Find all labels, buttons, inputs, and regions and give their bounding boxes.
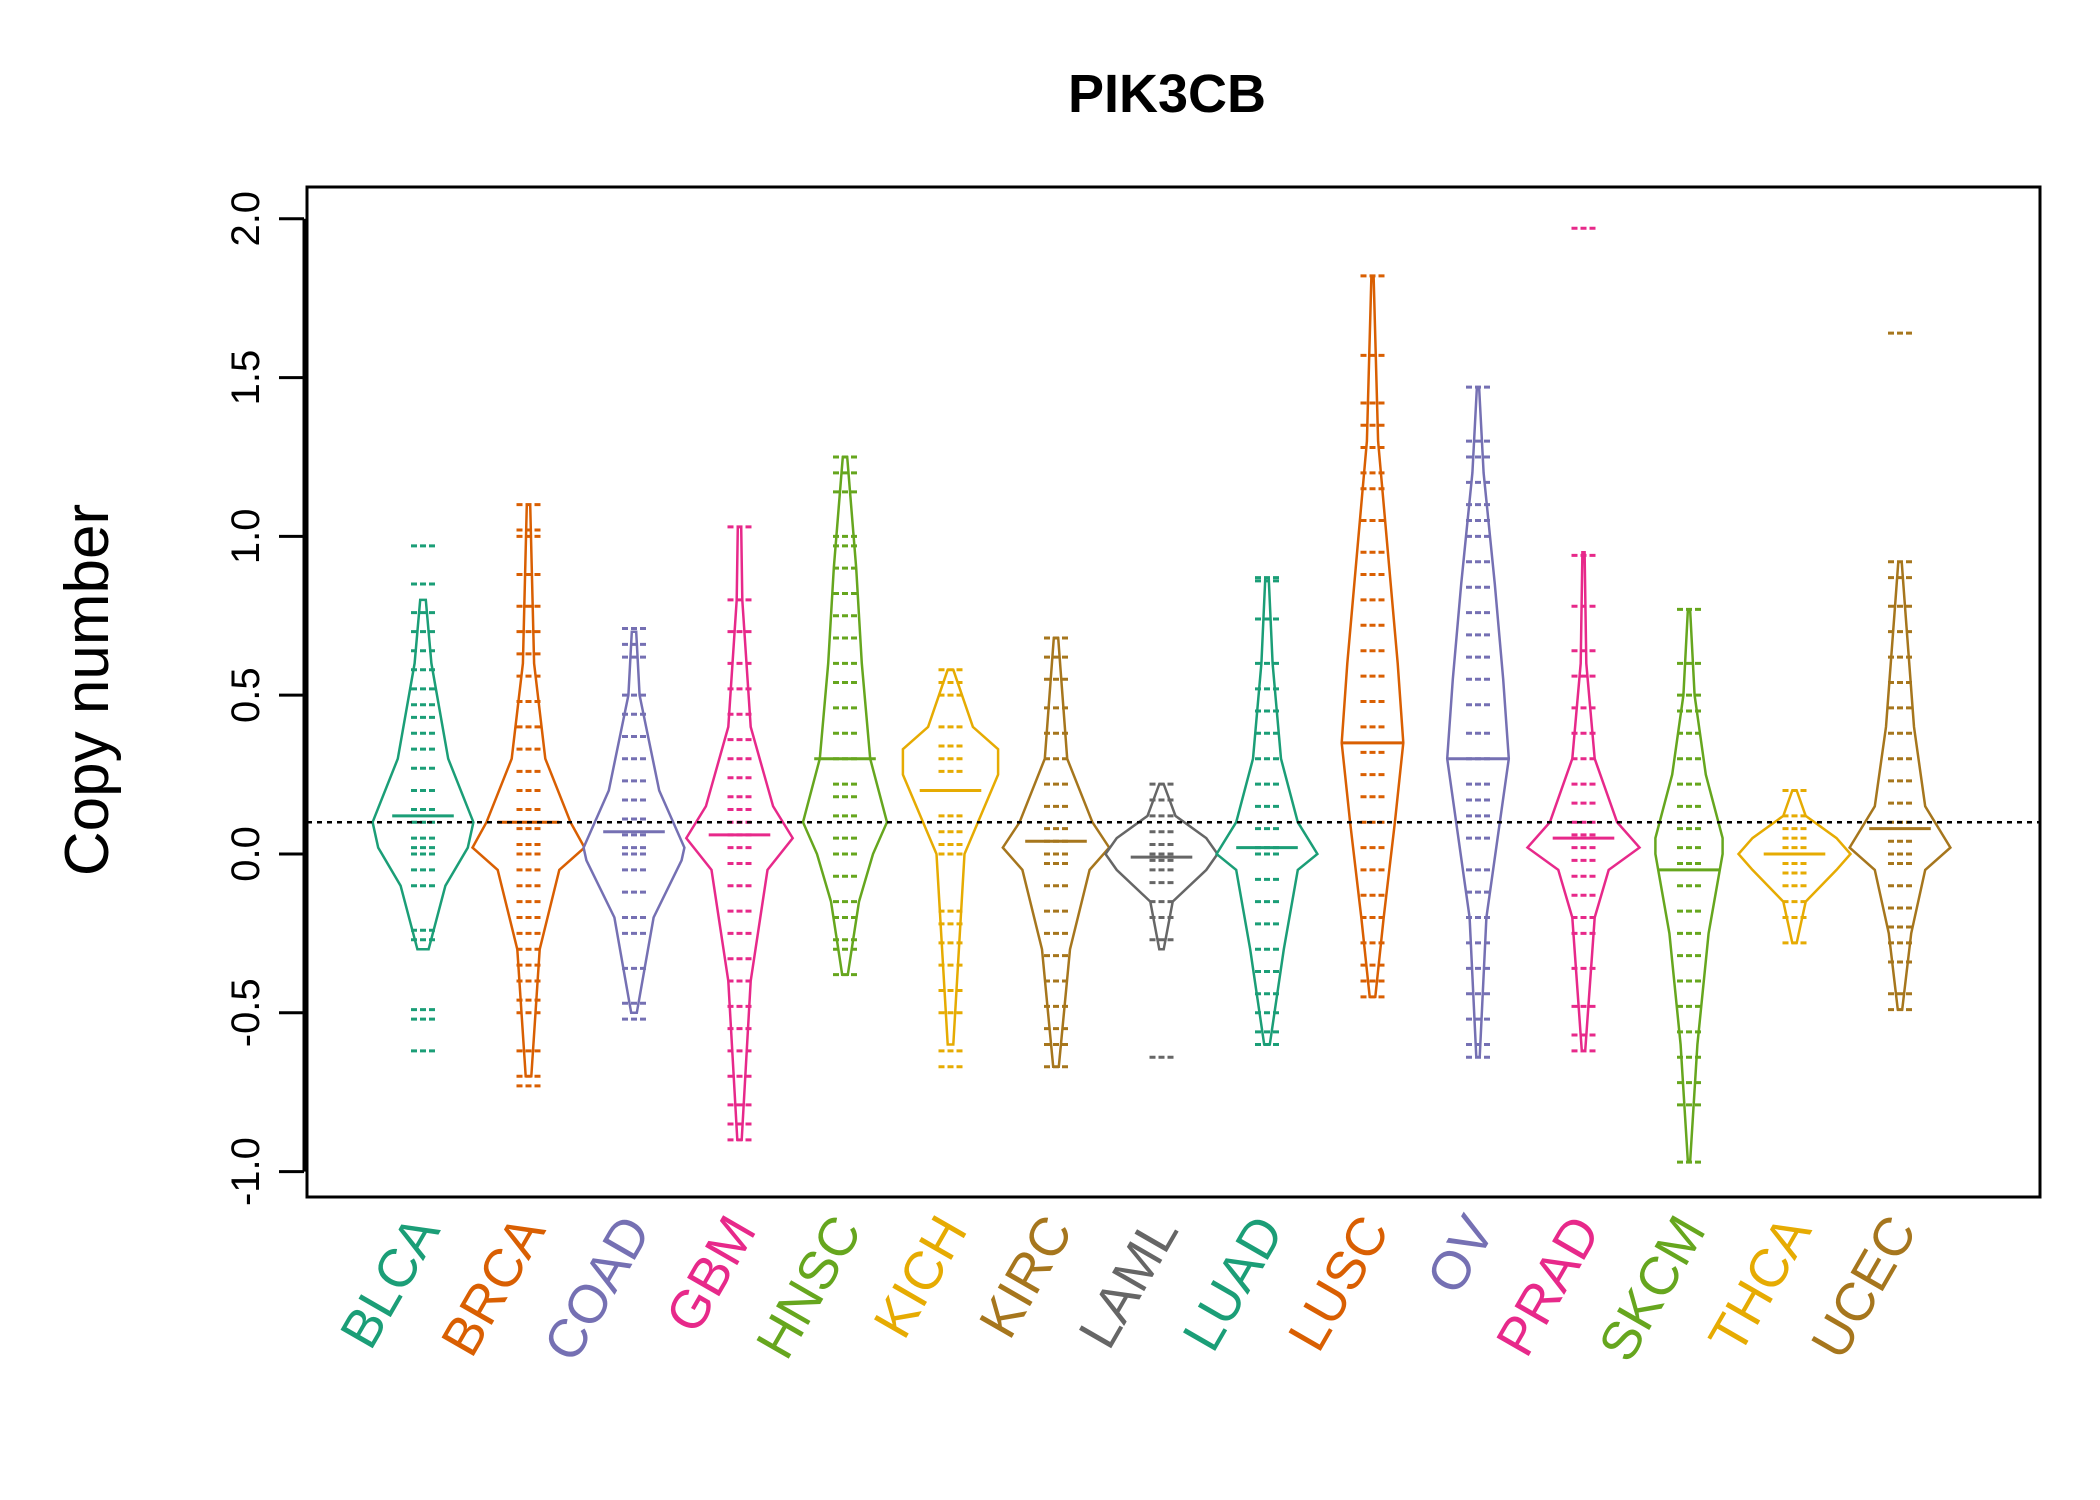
bean-skcm: SKCM (1587, 607, 1724, 1371)
bean-density (582, 630, 686, 1015)
bean-density (371, 598, 475, 951)
bean-density (1525, 551, 1642, 1053)
y-axis-label: Copy number (53, 504, 122, 876)
plot-frame (305, 185, 2042, 1199)
bean-coad: COAD (532, 626, 686, 1371)
x-tick-label: HNSC (745, 1206, 873, 1369)
chart-title: PIK3CB (1068, 64, 1266, 124)
bean-blca: BLCA (329, 544, 475, 1358)
y-tick-label: 0.5 (224, 667, 268, 723)
bean-density (684, 525, 795, 1142)
bean-density (1736, 789, 1853, 945)
bean-kich: KICH (862, 668, 1000, 1348)
y-tick-label: 0.0 (224, 826, 268, 882)
x-tick-label: GBM (654, 1206, 767, 1343)
bean-ov: OV (1415, 385, 1511, 1304)
bean-gbm: GBM (654, 525, 795, 1343)
bean-brca: BRCA (430, 503, 587, 1366)
bean-density (1214, 576, 1320, 1046)
bean-density (1340, 274, 1405, 999)
x-tick-label: SKCM (1587, 1206, 1717, 1371)
y-tick-label: 1.0 (224, 509, 268, 565)
bean-density (801, 455, 889, 976)
x-tick-label: LUAD (1171, 1206, 1295, 1361)
x-tick-label: KIRC (968, 1206, 1084, 1348)
x-tick-label: COAD (532, 1206, 662, 1371)
bean-density (1103, 782, 1220, 951)
y-tick-label: -0.5 (224, 978, 268, 1047)
bean-hnsc: HNSC (745, 455, 889, 1369)
x-tick-label: UCEC (1800, 1206, 1928, 1369)
x-tick-label: KICH (862, 1206, 978, 1348)
bean-density (1001, 636, 1111, 1069)
x-tick-label: OV (1415, 1206, 1506, 1304)
y-tick-label: 2.0 (224, 191, 268, 247)
x-tick-label: LAML (1067, 1206, 1190, 1358)
bean-density (1445, 385, 1511, 1059)
bean-prad: PRAD (1485, 226, 1642, 1366)
x-tick-label: LUSC (1277, 1206, 1401, 1361)
y-tick-label: -1.0 (224, 1137, 268, 1206)
bean-luad: LUAD (1171, 576, 1320, 1361)
bean-thca: THCA (1697, 788, 1853, 1363)
y-tick-label: 1.5 (224, 350, 268, 406)
plot-area: -1.0 -0.5 0.0 0.5 1.0 1.5 2.0 BLCABRCACOADGBMHN… (224, 191, 2040, 1371)
